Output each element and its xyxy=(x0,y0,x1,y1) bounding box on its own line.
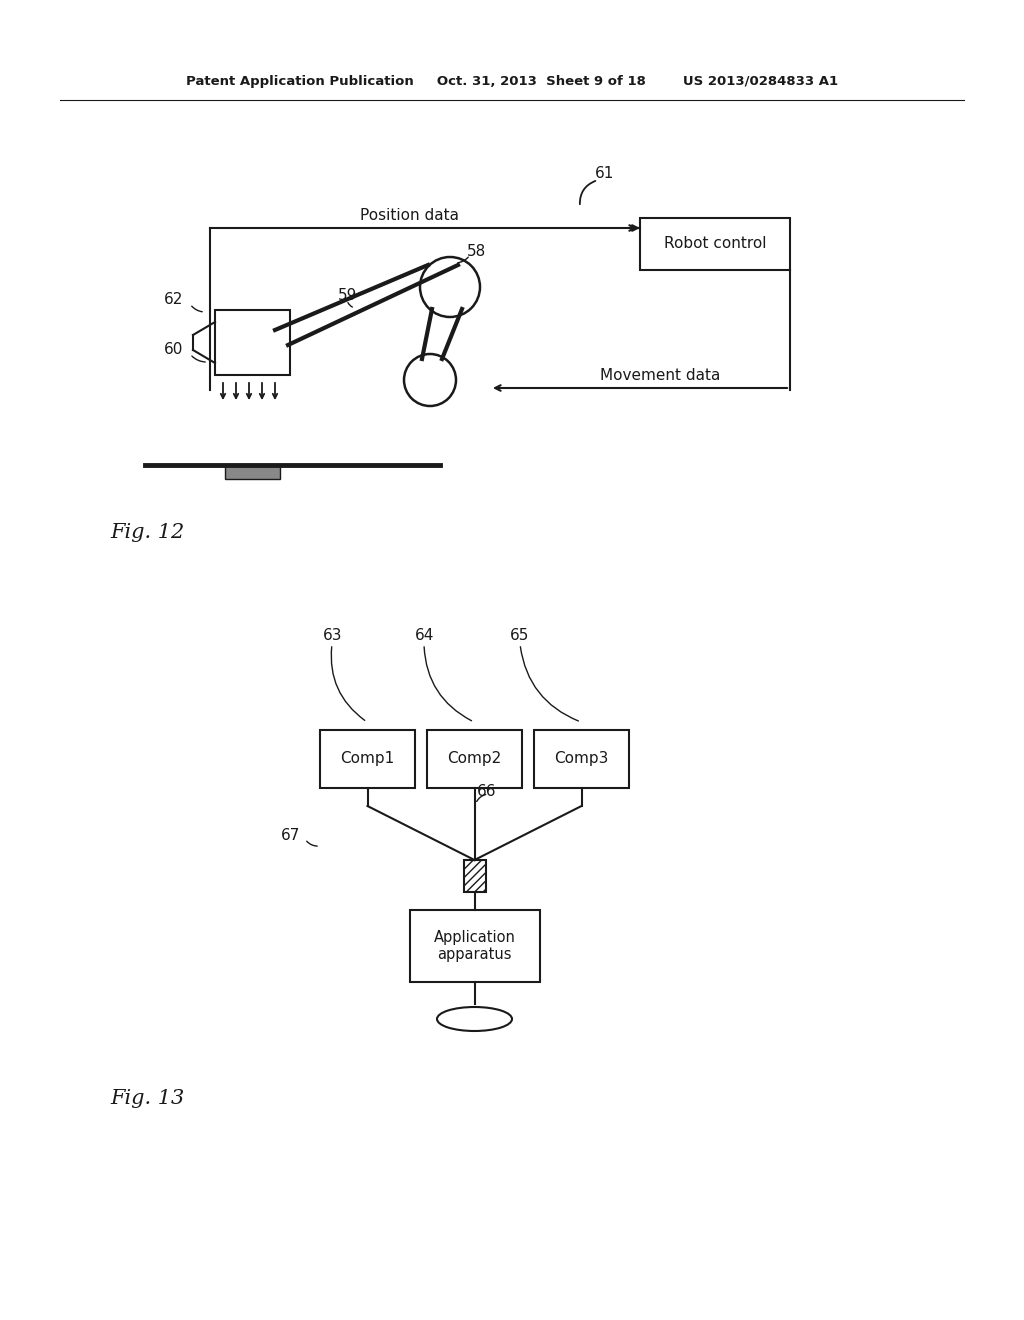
Text: 62: 62 xyxy=(164,293,183,308)
Bar xyxy=(215,310,290,375)
Text: Movement data: Movement data xyxy=(600,368,720,384)
Text: 60: 60 xyxy=(164,342,183,358)
Text: Position data: Position data xyxy=(360,209,460,223)
Bar xyxy=(319,730,415,788)
Text: Fig. 13: Fig. 13 xyxy=(110,1089,184,1109)
Text: 67: 67 xyxy=(281,829,300,843)
Text: 59: 59 xyxy=(338,288,357,302)
Text: Patent Application Publication     Oct. 31, 2013  Sheet 9 of 18        US 2013/0: Patent Application Publication Oct. 31, … xyxy=(186,75,838,88)
Text: Comp1: Comp1 xyxy=(340,751,394,767)
Bar xyxy=(225,465,280,479)
Text: 64: 64 xyxy=(415,627,434,643)
Text: Fig. 12: Fig. 12 xyxy=(110,523,184,541)
Bar xyxy=(410,909,540,982)
Text: 66: 66 xyxy=(476,784,496,800)
Text: 63: 63 xyxy=(323,627,342,643)
Text: 65: 65 xyxy=(510,627,529,643)
Text: 58: 58 xyxy=(467,244,486,260)
Text: Robot control: Robot control xyxy=(664,236,766,252)
Bar xyxy=(427,730,522,788)
Text: Application
apparatus: Application apparatus xyxy=(433,929,515,962)
Text: 61: 61 xyxy=(595,165,614,181)
Text: Comp2: Comp2 xyxy=(447,751,502,767)
Text: Comp3: Comp3 xyxy=(554,751,608,767)
Bar xyxy=(640,218,790,271)
Bar xyxy=(534,730,629,788)
Bar xyxy=(464,861,485,892)
